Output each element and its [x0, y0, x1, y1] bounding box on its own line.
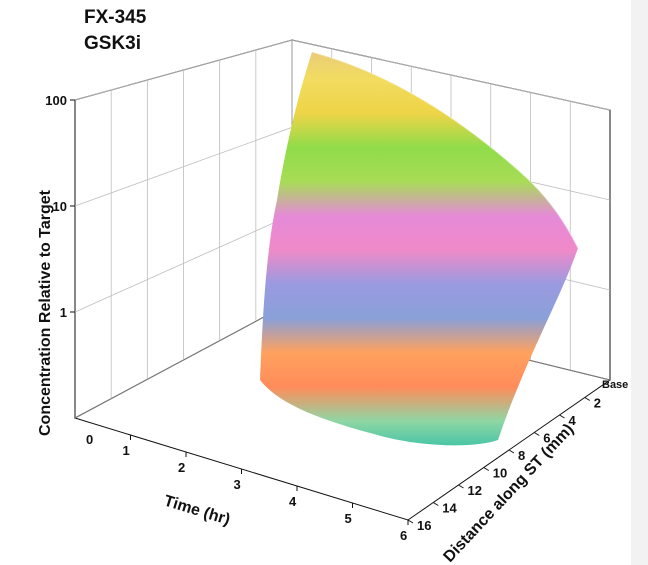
- time-tick-label: 4: [289, 494, 297, 509]
- distance-tick-mark: [432, 502, 439, 506]
- z-axis-label: Concentration Relative to Target: [37, 189, 54, 436]
- distance-tick-label: 6: [543, 431, 550, 446]
- concentration-tick-label: 1: [60, 305, 67, 320]
- distance-tick-mark: [407, 519, 414, 524]
- time-tick-label: 5: [345, 511, 352, 526]
- concentration-tick-label: 100: [45, 93, 67, 108]
- distance-tick-mark: [458, 484, 464, 489]
- time-tick-label: 2: [178, 460, 185, 475]
- x-axis-label: Time (hr): [162, 493, 232, 529]
- time-tick-label: 1: [123, 443, 130, 458]
- chart-title-line-2: GSK3i: [84, 33, 141, 54]
- distance-tick-label: 4: [569, 413, 577, 428]
- distance-tick-mark: [508, 449, 515, 454]
- concentration-axis-ticks: 100 10 1: [45, 93, 75, 320]
- distance-axis-ticks: 2 4 6 8 10 12 14 16: [407, 396, 601, 533]
- concentration-tick-label: 10: [53, 199, 67, 214]
- distance-tick-mark: [559, 414, 565, 419]
- origin-label: 0: [86, 432, 93, 447]
- distance-tick-label: 10: [493, 466, 507, 481]
- distance-tick-label: 8: [518, 448, 525, 463]
- grid-line-concentration: [74, 39, 611, 111]
- distance-tick-label: 16: [417, 518, 431, 533]
- distance-tick-mark: [533, 432, 540, 436]
- surface-top-edge: [311, 51, 579, 249]
- distance-tick-mark: [483, 467, 490, 471]
- time-axis-ticks: 1 2 3 4 5 6: [123, 435, 409, 543]
- base-label: Base: [602, 379, 628, 391]
- distance-tick-label: 14: [442, 501, 457, 516]
- chart-title-line-1: FX-345: [84, 7, 147, 28]
- distance-tick-mark: [584, 397, 591, 401]
- time-tick-label: 3: [234, 477, 241, 492]
- time-tick-label: 6: [400, 528, 407, 543]
- distance-tick-label: 12: [468, 483, 482, 498]
- distance-tick-label: 2: [594, 396, 601, 411]
